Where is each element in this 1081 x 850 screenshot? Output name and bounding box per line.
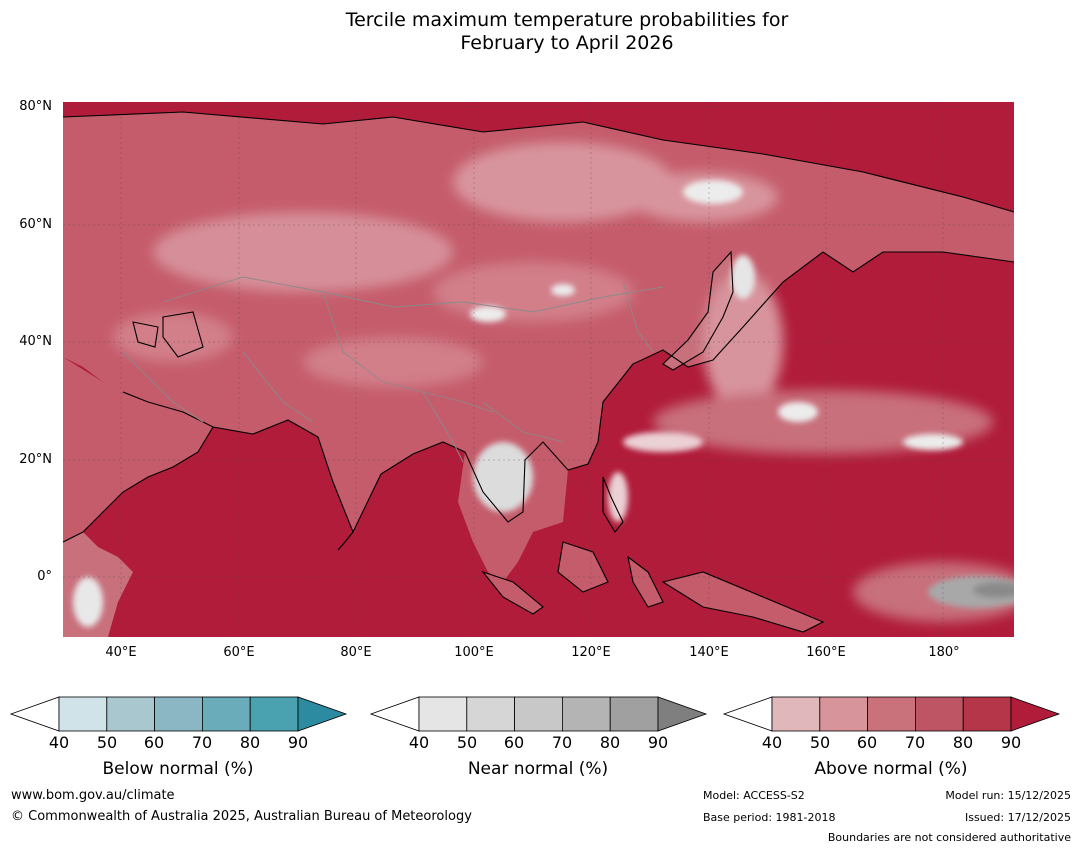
lon-label-160e: 160°E: [806, 645, 846, 660]
above-tick-40: 40: [761, 733, 783, 752]
probability-map: [63, 102, 1014, 637]
lon-label-140e: 140°E: [689, 645, 729, 660]
colorbar-above-title: Above normal (%): [814, 759, 968, 779]
below-tick-70: 70: [191, 733, 213, 752]
colorbar-below-swatches: [10, 696, 348, 732]
lon-label-60e: 60°E: [223, 645, 255, 660]
near-tick-60: 60: [503, 733, 525, 752]
colorbar-above: [723, 696, 1061, 732]
above-tick-60: 60: [856, 733, 878, 752]
near-swatch-40: [418, 696, 468, 732]
colorbar-below-title: Below normal (%): [102, 759, 254, 779]
near-swatch-60: [514, 696, 563, 732]
lon-label-40e: 40°E: [105, 645, 137, 660]
near-under-swatch: [370, 696, 420, 732]
near-over-swatch: [657, 696, 708, 732]
above-tick-50: 50: [809, 733, 831, 752]
country-borders: [122, 276, 664, 463]
near-tick-40: 40: [408, 733, 430, 752]
above-swatch-60: [867, 696, 916, 732]
above-over-swatch: [1010, 696, 1061, 732]
above-swatch-40: [771, 696, 821, 732]
footer-base-period: Base period: 1981-2018: [703, 811, 836, 824]
below-swatch-80: [249, 696, 299, 732]
colorbar-near-swatches: [370, 696, 708, 732]
lon-label-80e: 80°E: [340, 645, 372, 660]
footer-website: www.bom.gov.au/climate: [11, 788, 175, 803]
graticule: [63, 102, 1014, 637]
footer-disclaimer: Boundaries are not considered authoritat…: [827, 831, 1071, 844]
title-line-2: February to April 2026: [460, 32, 674, 54]
above-tick-90: 90: [1000, 733, 1022, 752]
footer-issued: Issued: 17/12/2025: [964, 811, 1071, 824]
below-under-swatch: [10, 696, 60, 732]
title-line-1: Tercile maximum temperature probabilitie…: [345, 9, 789, 31]
above-swatch-50: [819, 696, 869, 732]
below-tick-80: 80: [239, 733, 261, 752]
indochina-land: [458, 442, 568, 582]
above-under-swatch: [723, 696, 773, 732]
arabia-land: [63, 357, 213, 542]
lat-label-0: 0°: [37, 569, 52, 584]
map-title: Tercile maximum temperature probabilitie…: [0, 9, 1081, 55]
map-canvas: [63, 102, 1014, 637]
above-tick-80: 80: [952, 733, 974, 752]
lat-label-60n: 60°N: [19, 217, 52, 232]
lat-label-80n: 80°N: [19, 99, 52, 114]
coastlines: [63, 111, 1014, 633]
below-swatch-70: [201, 696, 251, 732]
below-tick-90: 90: [287, 733, 309, 752]
near-normal-patches: [73, 180, 1014, 627]
footer-model-run: Model run: 15/12/2025: [945, 789, 1071, 802]
footer-copyright: © Commonwealth of Australia 2025, Austra…: [11, 809, 472, 824]
near-tick-80: 80: [599, 733, 621, 752]
lon-label-100e: 100°E: [454, 645, 494, 660]
colorbar-near-title: Near normal (%): [467, 759, 609, 779]
colorbar-near: [370, 696, 708, 732]
lat-label-40n: 40°N: [19, 334, 52, 349]
colorbar-below: [10, 696, 348, 732]
below-swatch-40: [58, 696, 108, 732]
below-tick-50: 50: [96, 733, 118, 752]
near-tick-70: 70: [551, 733, 573, 752]
colorbar-above-swatches: [723, 696, 1061, 732]
lat-label-20n: 20°N: [19, 452, 52, 467]
near-tick-90: 90: [647, 733, 669, 752]
above-tick-70: 70: [904, 733, 926, 752]
near-swatch-70: [561, 696, 611, 732]
near-swatch-50: [466, 696, 516, 732]
below-tick-40: 40: [48, 733, 70, 752]
footer-model: Model: ACCESS-S2: [703, 789, 805, 802]
lon-label-120e: 120°E: [571, 645, 611, 660]
above-swatch-80: [962, 696, 1012, 732]
indonesia-land: [483, 542, 823, 632]
above-swatch-70: [914, 696, 964, 732]
lon-label-180: 180°: [928, 645, 960, 660]
japan-land: [663, 252, 733, 370]
below-tick-60: 60: [143, 733, 165, 752]
near-swatch-80: [609, 696, 659, 732]
below-swatch-60: [154, 696, 203, 732]
below-over-swatch: [297, 696, 348, 732]
near-tick-50: 50: [456, 733, 478, 752]
below-swatch-50: [106, 696, 156, 732]
